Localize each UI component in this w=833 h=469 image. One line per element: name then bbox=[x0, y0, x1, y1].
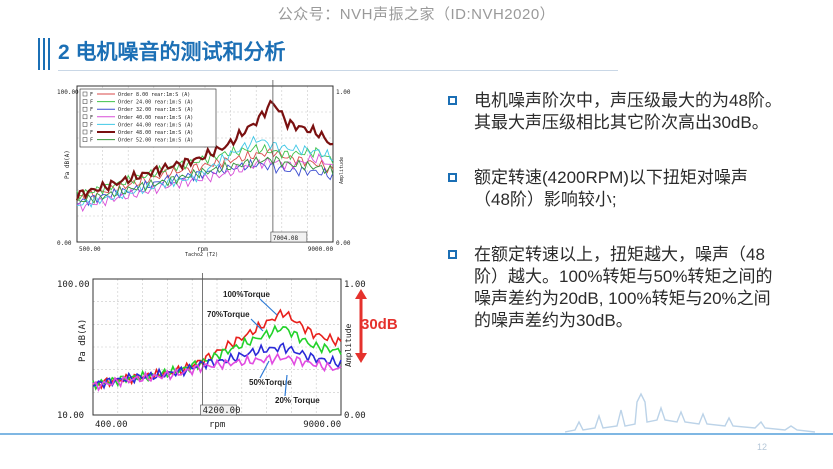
pointer-arrow bbox=[259, 360, 270, 379]
x-tick-label: 9000.00 bbox=[308, 246, 334, 253]
order-overview-chart: 7004.08 100.00 0.00 1.00 0.00 500.00 9000.00 rp… bbox=[55, 78, 355, 260]
title-accent-bars bbox=[38, 38, 50, 70]
order-overview-plot: 7004.08 100.00 0.00 1.00 0.00 500.00 9000.00 rp… bbox=[55, 78, 355, 260]
y-axis-label: Pa dB(A) bbox=[78, 319, 88, 362]
y-axis-label: Pa dB(A) bbox=[64, 150, 71, 179]
legend-flag: F bbox=[90, 138, 93, 144]
y-bottom-label: 0.00 bbox=[57, 240, 72, 247]
y-top-label: 100.00 bbox=[57, 89, 79, 96]
pointer-arrow bbox=[284, 374, 288, 397]
legend-entry: Order 32.00 rear:1m:S (A) bbox=[118, 107, 193, 113]
right-bottom-label: 0.00 bbox=[344, 411, 366, 421]
legend-checkbox-icon bbox=[82, 129, 88, 135]
torque-label: 50%Torque bbox=[249, 378, 292, 387]
legend-entry: Order 48.00 rear:1m:S (A) bbox=[118, 130, 193, 136]
torque-comparison-chart: 4200.00 100.00 10.00 1.00 0.00 400.00 9000.00 r… bbox=[55, 265, 400, 437]
cursor-label: 4200.00 bbox=[203, 406, 241, 416]
x-axis-label-2: Tacho2 (T2) bbox=[185, 252, 218, 258]
right-top-label: 1.00 bbox=[336, 89, 351, 96]
x-tick-label: 9000.00 bbox=[303, 420, 341, 430]
legend-flag: F bbox=[90, 100, 93, 106]
bullet-text: 在额定转速以上，扭矩越大，噪声（48阶）越大。100%转矩与50%转矩之间的噪声… bbox=[474, 245, 773, 330]
torque-label: 70%Torque bbox=[207, 310, 250, 319]
legend-entry: Order 52.00 rear:1m:S (A) bbox=[118, 138, 193, 144]
x-axis-label: rpm bbox=[209, 420, 225, 430]
cursor-label: 7004.08 bbox=[273, 235, 299, 242]
y-top-label: 100.00 bbox=[57, 280, 90, 290]
bullet-item: 额定转速(4200RPM)以下扭矩对噪声（48阶）影响较小; bbox=[448, 167, 783, 211]
torque-comparison-plot: 4200.00 100.00 10.00 1.00 0.00 400.00 9000.00 r… bbox=[55, 265, 400, 437]
y-bottom-label: 10.00 bbox=[57, 411, 84, 421]
legend-checkbox-icon bbox=[82, 106, 88, 112]
bullet-list: 电机噪声阶次中，声压级最大的为48阶。其最大声压级相比其它阶次高出30dB。 额… bbox=[448, 90, 783, 351]
torque-label: 20% Torque bbox=[275, 396, 320, 405]
legend-flag: F bbox=[90, 115, 93, 121]
cursor-label-box bbox=[200, 404, 237, 416]
y-axis-label-right: Amplitude bbox=[339, 157, 345, 184]
30db-annotation: 30dB bbox=[361, 316, 398, 333]
legend-entry: Order 24.00 rear:1m:S (A) bbox=[118, 100, 193, 106]
right-bottom-label: 0.00 bbox=[336, 240, 351, 247]
series-line-5 bbox=[75, 99, 334, 201]
legend-flag: F bbox=[90, 92, 93, 98]
x-tick-label: 500.00 bbox=[79, 246, 101, 253]
cursor-label-box bbox=[270, 231, 308, 243]
watermark: 公众号：NVH声振之家（ID:NVH2020） bbox=[277, 6, 556, 23]
legend-checkbox-icon bbox=[82, 122, 88, 127]
legend-box bbox=[79, 88, 217, 148]
legend-flag: F bbox=[90, 122, 93, 128]
footer-line bbox=[0, 433, 833, 435]
legend-flag: F bbox=[90, 107, 93, 113]
bullet-text: 额定转速(4200RPM)以下扭矩对噪声（48阶）影响较小; bbox=[474, 168, 748, 209]
y-axis-label-right: Amplitude bbox=[344, 323, 353, 367]
legend-checkbox-icon bbox=[82, 99, 88, 104]
bullet-square-icon bbox=[448, 173, 457, 182]
arrow-down-icon bbox=[355, 353, 367, 363]
bullet-item: 在额定转速以上，扭矩越大，噪声（48阶）越大。100%转矩与50%转矩之间的噪声… bbox=[448, 244, 783, 332]
series-line-3 bbox=[92, 352, 342, 392]
bullet-text: 电机噪声阶次中，声压级最大的为48阶。其最大声压级相比其它阶次高出30dB。 bbox=[474, 91, 782, 132]
legend-flag: F bbox=[90, 130, 93, 136]
series-line-6 bbox=[76, 155, 334, 205]
chart-legend: F Order 8.00 rear:1m:S (A) F Order 24.00 re… bbox=[79, 88, 217, 148]
legend-checkbox-icon bbox=[82, 137, 88, 142]
bullet-item: 电机噪声阶次中，声压级最大的为48阶。其最大声压级相比其它阶次高出30dB。 bbox=[448, 90, 783, 134]
series-line-0 bbox=[92, 308, 342, 390]
x-axis-label: rpm bbox=[197, 246, 208, 253]
page-number: 12 bbox=[756, 442, 767, 452]
legend-entry: Order 40.00 rear:1m:S (A) bbox=[118, 115, 193, 121]
legend-entry: Order 44.00 rear:1m:S (A) bbox=[118, 122, 193, 128]
plot-frame bbox=[76, 85, 334, 243]
bullet-square-icon bbox=[448, 96, 457, 105]
pointer-arrow bbox=[250, 318, 264, 332]
bullet-square-icon bbox=[448, 250, 457, 259]
arrow-up-icon bbox=[355, 289, 367, 299]
legend-checkbox-icon bbox=[82, 91, 88, 97]
title-divider bbox=[58, 70, 618, 71]
city-skyline-decoration bbox=[565, 392, 815, 433]
series-line-1 bbox=[92, 324, 342, 391]
legend-checkbox-icon bbox=[82, 114, 88, 120]
right-top-label: 1.00 bbox=[344, 280, 366, 290]
slide-title: 2 电机噪音的测试和分析 bbox=[58, 41, 286, 64]
torque-label: 100%Torque bbox=[223, 290, 271, 299]
legend-entry: Order 8.00 rear:1m:S (A) bbox=[118, 92, 190, 98]
x-tick-label: 400.00 bbox=[95, 420, 128, 430]
series-line-4 bbox=[76, 135, 334, 209]
pointer-arrow bbox=[259, 298, 278, 316]
